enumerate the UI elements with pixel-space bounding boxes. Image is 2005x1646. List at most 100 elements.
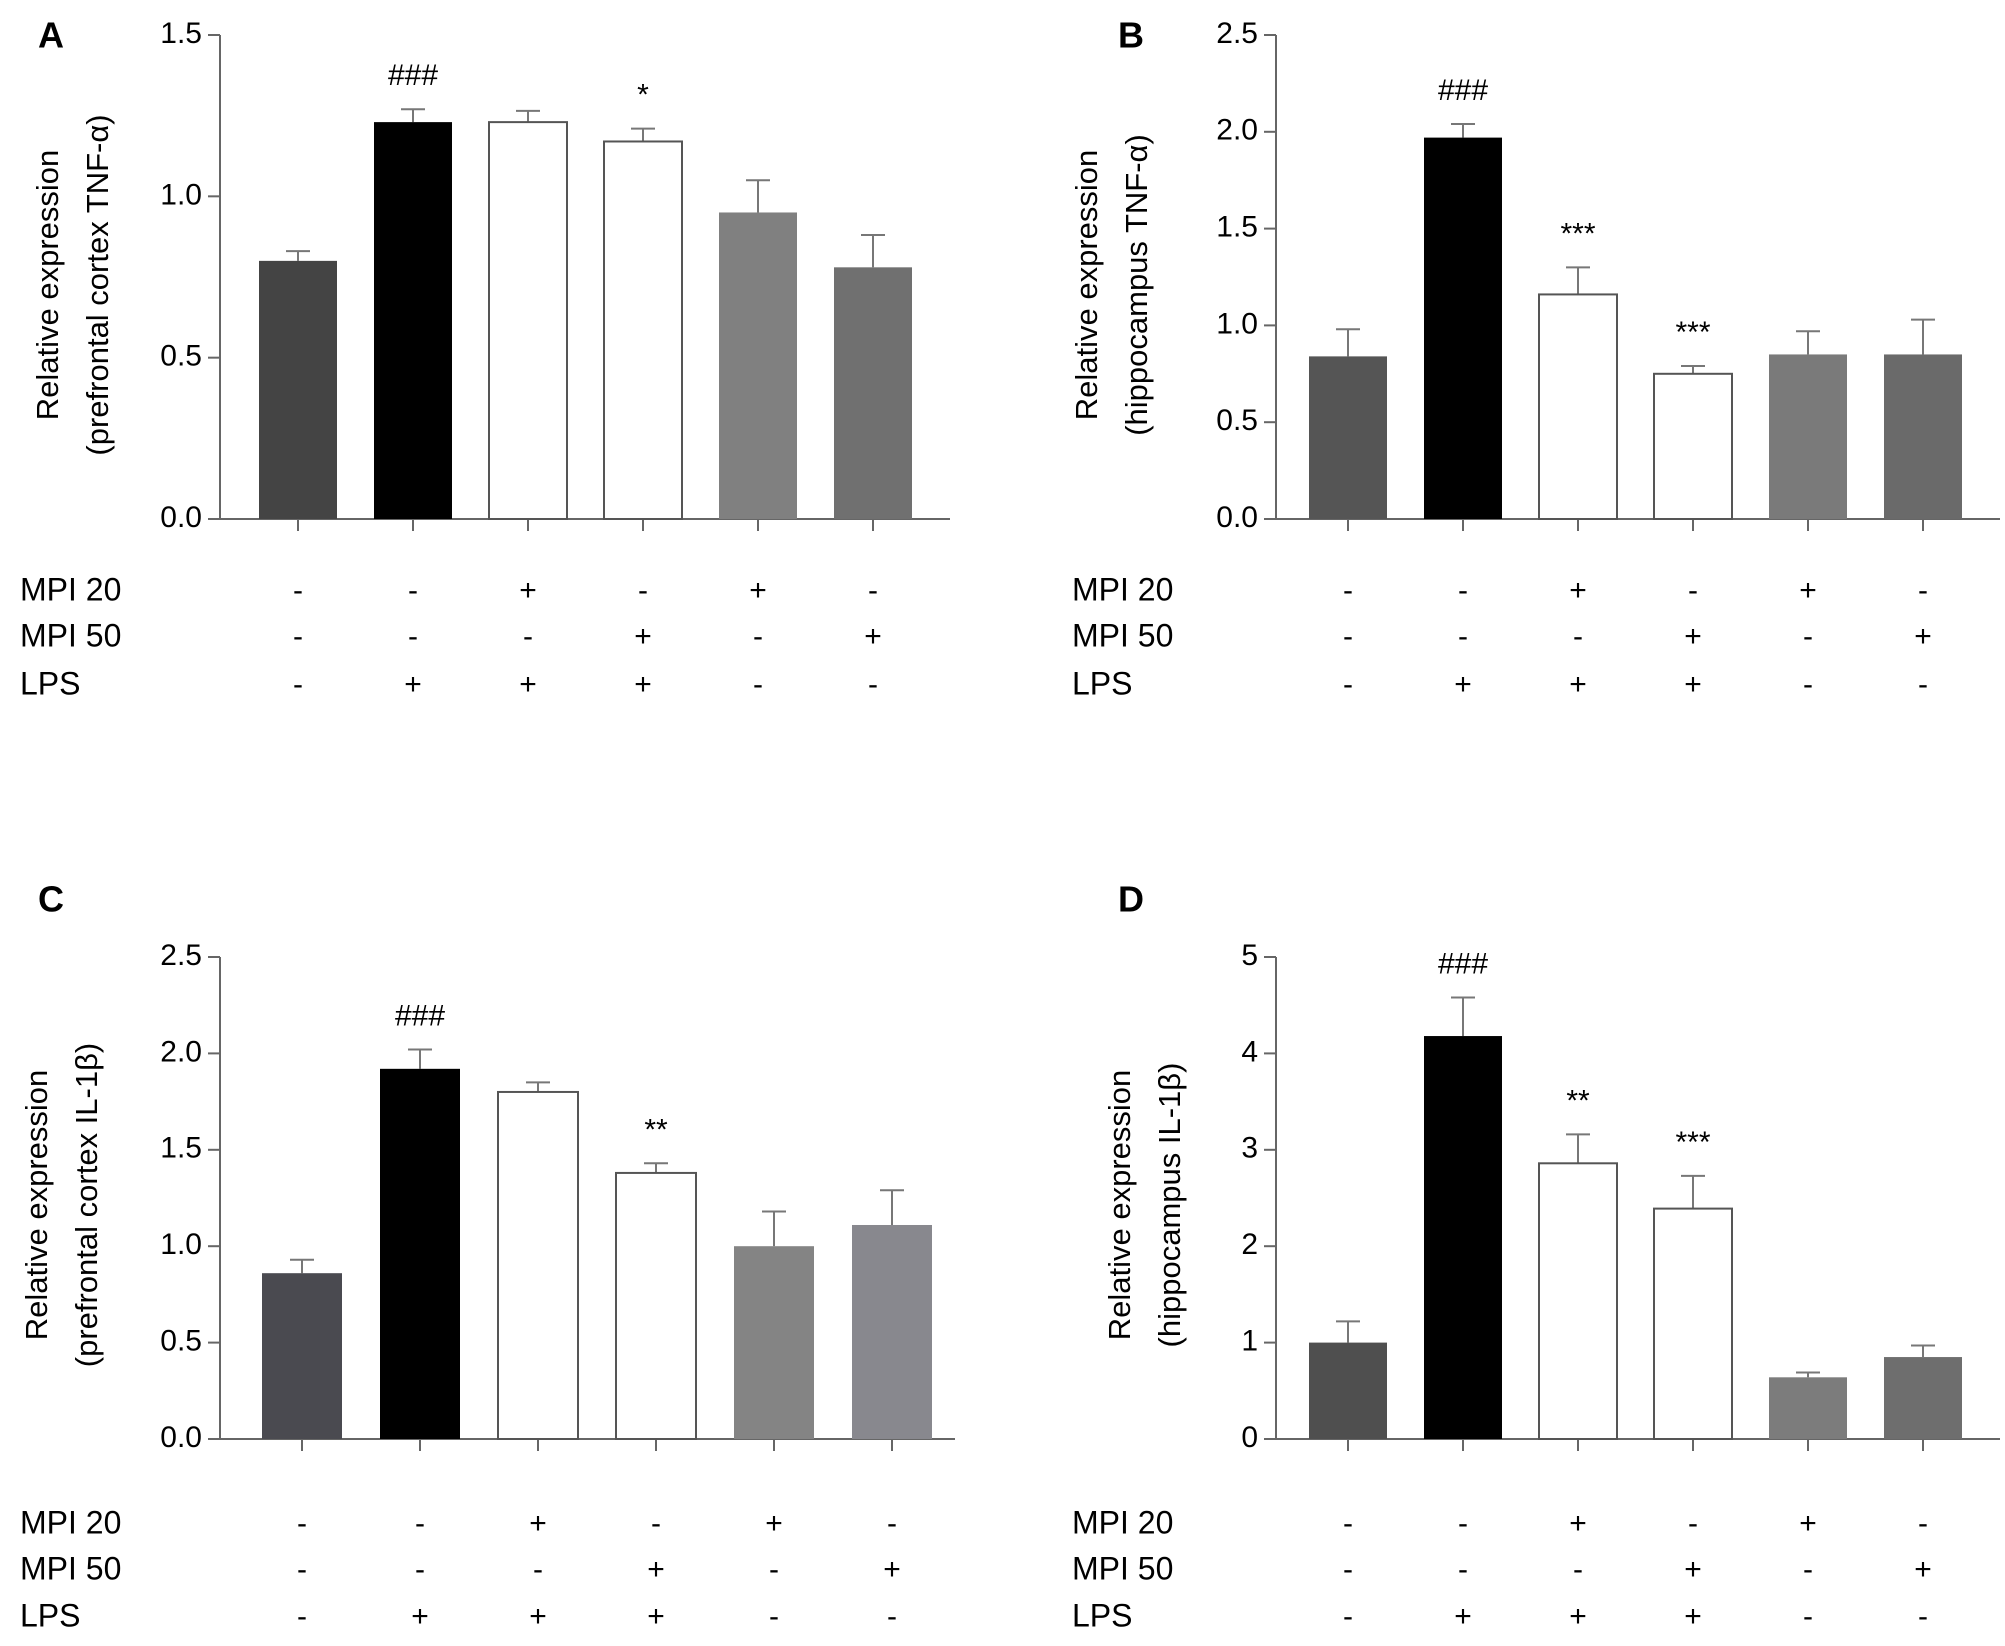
y-tick-label: 3 (1241, 1132, 1258, 1165)
bar (1884, 1357, 1962, 1439)
bar (1884, 354, 1962, 519)
treatment-sign: + (864, 620, 882, 653)
y-tick-label: 1.5 (160, 17, 202, 50)
treatment-sign: - (1458, 620, 1468, 653)
treatment-sign: + (1799, 574, 1817, 607)
treatment-sign: - (1803, 1600, 1813, 1633)
treatment-sign: - (1458, 574, 1468, 607)
y-tick-label: 1.0 (160, 1228, 202, 1261)
treatment-sign: - (1343, 1553, 1353, 1586)
treatment-row-label: LPS (20, 665, 80, 701)
bar (259, 260, 337, 519)
treatment-sign: + (1454, 668, 1472, 701)
significance-label: ### (395, 1000, 445, 1033)
treatment-sign: + (1914, 620, 1932, 653)
bar (1424, 137, 1502, 519)
treatment-row-label: MPI 50 (1072, 617, 1173, 653)
bar (1653, 372, 1733, 520)
y-tick-label: 0.0 (160, 501, 202, 534)
significance-label: ** (1566, 1084, 1590, 1117)
treatment-sign: + (529, 1507, 547, 1540)
treatment-sign: - (1458, 1507, 1468, 1540)
treatment-sign: - (408, 574, 418, 607)
treatment-sign: - (297, 1553, 307, 1586)
treatment-sign: - (293, 668, 303, 701)
bar (615, 1171, 697, 1441)
treatment-sign: - (1803, 668, 1813, 701)
treatment-sign: + (404, 668, 422, 701)
treatment-sign: + (1914, 1553, 1932, 1586)
treatment-sign: + (634, 620, 652, 653)
treatment-sign: - (293, 620, 303, 653)
y-tick-label: 0.0 (1216, 501, 1258, 534)
bar (734, 1246, 814, 1439)
y-axis-label: (prefrontal cortex IL-1β) (69, 1043, 104, 1368)
chart-panel-c: C Relative expression (prefrontal cortex I… (19, 879, 955, 1633)
treatment-sign: + (1569, 1600, 1587, 1633)
panel-letter: D (1118, 879, 1144, 920)
y-tick-label: 0.5 (160, 340, 202, 373)
bar (719, 212, 797, 519)
treatment-sign: - (753, 668, 763, 701)
bar (1769, 1377, 1847, 1439)
treatment-row-label: MPI 50 (20, 617, 121, 653)
treatment-sign: - (769, 1600, 779, 1633)
y-tick-label: 1 (1241, 1325, 1258, 1358)
significance-label: ### (1438, 947, 1488, 980)
y-tick-label: 0 (1241, 1421, 1258, 1454)
bar (374, 122, 452, 520)
bar (852, 1224, 932, 1439)
bar (1538, 1162, 1618, 1441)
treatment-sign: - (297, 1507, 307, 1540)
y-tick-label: 2.0 (160, 1035, 202, 1068)
y-axis-label: Relative expression (1069, 150, 1104, 421)
treatment-sign: - (651, 1507, 661, 1540)
panel-letter: C (38, 879, 64, 920)
treatment-sign: - (1918, 574, 1928, 607)
treatment-sign: + (519, 668, 537, 701)
y-tick-label: 0.5 (1216, 404, 1258, 437)
treatment-sign: - (408, 620, 418, 653)
treatment-sign: + (647, 1553, 665, 1586)
treatment-sign: - (887, 1600, 897, 1633)
treatment-row-label: LPS (20, 1597, 80, 1633)
treatment-sign: + (1569, 574, 1587, 607)
treatment-sign: + (634, 668, 652, 701)
significance-label: ### (388, 59, 438, 92)
treatment-row-label: MPI 20 (1072, 571, 1173, 607)
treatment-sign: - (1803, 620, 1813, 653)
treatment-sign: - (868, 668, 878, 701)
treatment-sign: - (1343, 620, 1353, 653)
y-axis-label: (hippocampus TNF-α) (1119, 134, 1154, 436)
y-tick-label: 1.0 (1216, 307, 1258, 340)
bar (488, 121, 568, 521)
treatment-row-label: MPI 50 (1072, 1550, 1173, 1586)
treatment-sign: - (533, 1553, 543, 1586)
bar (1424, 1036, 1502, 1439)
treatment-sign: - (1573, 620, 1583, 653)
y-tick-label: 1.5 (1216, 211, 1258, 244)
treatment-sign: + (1684, 620, 1702, 653)
bar (1309, 356, 1387, 519)
y-tick-label: 0.0 (160, 1421, 202, 1454)
y-axis-label: Relative expression (19, 1070, 54, 1341)
panel-letter: B (1118, 15, 1144, 56)
treatment-sign: - (1343, 1600, 1353, 1633)
chart-panel-d: D Relative expression (hippocampus IL-1β) 0… (1072, 879, 2000, 1633)
treatment-sign: - (1573, 1553, 1583, 1586)
treatment-sign: - (638, 574, 648, 607)
treatment-sign: + (1569, 668, 1587, 701)
bar (1309, 1342, 1387, 1439)
y-tick-label: 2.0 (1216, 114, 1258, 147)
y-tick-label: 1.5 (160, 1132, 202, 1165)
treatment-sign: - (887, 1507, 897, 1540)
treatment-sign: + (1569, 1507, 1587, 1540)
treatment-sign: + (1454, 1600, 1472, 1633)
y-tick-label: 1.0 (160, 178, 202, 211)
treatment-sign: - (1343, 668, 1353, 701)
y-tick-label: 2 (1241, 1228, 1258, 1261)
treatment-sign: + (765, 1507, 783, 1540)
treatment-sign: - (1688, 574, 1698, 607)
treatment-sign: - (769, 1553, 779, 1586)
treatment-sign: - (868, 574, 878, 607)
